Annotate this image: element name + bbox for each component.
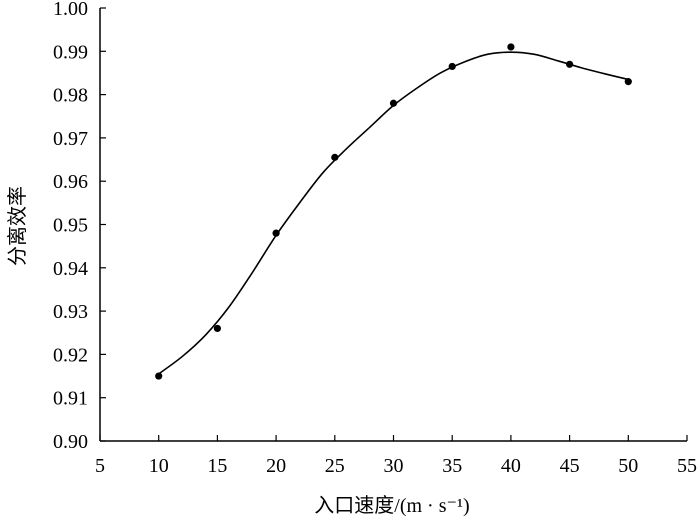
data-point [331, 153, 339, 161]
x-tick-label: 10 [149, 455, 169, 477]
data-point [389, 99, 398, 107]
x-tick-label: 5 [95, 455, 105, 477]
y-tick-label: 0.99 [53, 41, 88, 63]
y-tick-label: 1.00 [53, 0, 88, 20]
x-tick-label: 20 [266, 455, 286, 477]
x-tick-label: 50 [618, 455, 638, 477]
y-tick-label: 0.91 [53, 388, 88, 410]
x-tick-label: 25 [325, 455, 345, 477]
y-tick-label: 0.95 [53, 215, 88, 237]
y-tick-label: 0.90 [53, 431, 88, 453]
y-axis-title: 分离效率 [6, 186, 29, 266]
data-point [507, 43, 515, 51]
x-tick-label: 35 [442, 455, 462, 477]
data-points-layer [155, 43, 632, 380]
x-tick-label: 15 [207, 455, 227, 477]
ticks: 5 10 15 20 25 30 35 40 45 50 55 0.90 0.91 0.92 0.93 0.9… [53, 0, 697, 477]
data-point [213, 324, 221, 333]
data-point [624, 78, 632, 86]
x-axis-title: 入口速度/(m · s⁻¹) [314, 494, 469, 517]
y-tick-label: 0.93 [53, 301, 88, 323]
y-tick-label: 0.92 [53, 344, 88, 366]
y-tick-label: 0.97 [53, 128, 88, 150]
data-point [272, 229, 280, 237]
x-tick-label: 55 [677, 455, 697, 477]
data-point [155, 372, 163, 380]
data-point [448, 62, 456, 71]
y-tick-label: 0.94 [53, 258, 88, 280]
x-tick-label: 40 [501, 455, 521, 477]
y-tick-label: 0.96 [53, 171, 88, 193]
data-point [566, 60, 574, 68]
y-tick-label: 0.98 [53, 85, 88, 107]
x-tick-label: 30 [384, 455, 404, 477]
x-tick-label: 45 [560, 455, 580, 477]
